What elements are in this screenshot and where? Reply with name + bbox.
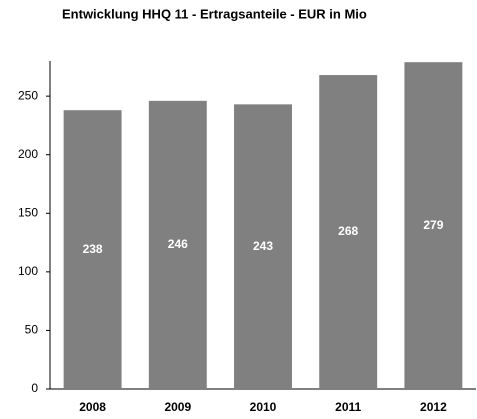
bar (63, 110, 122, 389)
bar (319, 75, 378, 390)
data-label: 243 (253, 239, 273, 253)
data-label: 238 (83, 242, 103, 256)
y-tick-label: 150 (18, 205, 38, 219)
y-tick-label: 0 (31, 381, 38, 395)
x-tick-label: 2011 (335, 400, 361, 414)
chart-title: Entwicklung HHQ 11 - Ertragsanteile - EU… (62, 6, 367, 21)
y-tick-label: 200 (18, 147, 38, 161)
x-tick-label: 2012 (420, 400, 447, 414)
x-tick-label: 2009 (164, 400, 191, 414)
data-label: 268 (338, 224, 358, 238)
data-label: 246 (168, 237, 188, 251)
x-tick-label: 2010 (250, 400, 277, 414)
y-tick-label: 50 (25, 323, 39, 337)
bar (148, 100, 207, 389)
bar (404, 62, 463, 390)
y-tick-label: 100 (18, 264, 38, 278)
x-tick-label: 2008 (79, 400, 106, 414)
bar (234, 104, 292, 389)
data-label: 279 (423, 218, 443, 232)
y-tick-label: 250 (18, 88, 38, 102)
